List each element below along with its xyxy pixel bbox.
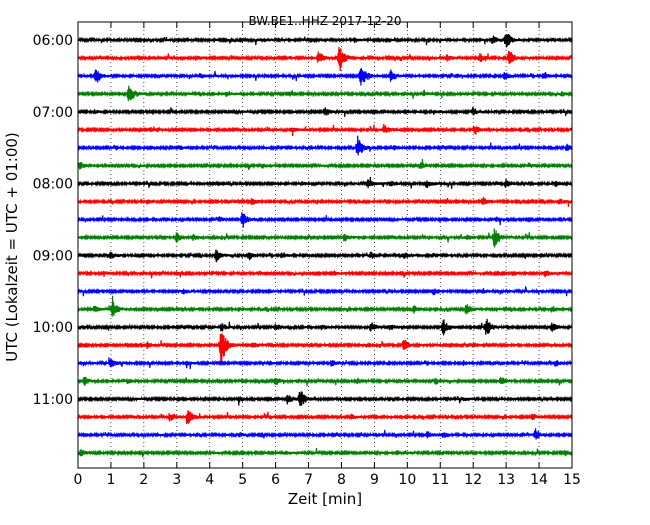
- y-axis-label: UTC (Lokalzeit = UTC + 01:00): [3, 132, 21, 362]
- x-tick-label: 1: [106, 472, 115, 488]
- trace-line: [77, 428, 573, 440]
- x-tick-label: 13: [497, 472, 515, 488]
- trace-line: [77, 286, 573, 297]
- trace-group: [77, 34, 573, 458]
- trace-line: [77, 107, 573, 117]
- x-tick-label: 8: [337, 472, 346, 488]
- trace-line: [77, 158, 573, 171]
- y-tick-label: 10:00: [33, 320, 73, 336]
- trace-line: [77, 123, 573, 137]
- x-tick-label: 12: [464, 472, 482, 488]
- trace-line: [77, 176, 573, 189]
- trace-line: [77, 135, 573, 156]
- tick-marks: [77, 22, 573, 468]
- trace-line: [77, 212, 573, 228]
- trace-line: [77, 357, 573, 370]
- trace-line: [77, 85, 573, 102]
- trace-line: [77, 318, 573, 336]
- x-tick-label: 3: [172, 472, 181, 488]
- trace-line: [77, 67, 573, 86]
- trace-line: [77, 295, 573, 317]
- plot-frame: [77, 21, 573, 469]
- trace-line: [77, 269, 573, 279]
- trace-line: [77, 410, 573, 425]
- x-tick-label: 0: [74, 472, 83, 488]
- trace-line: [77, 333, 573, 364]
- y-tick-label: 07:00: [33, 105, 73, 121]
- x-tick-label: 15: [563, 472, 581, 488]
- x-tick-label: 2: [139, 472, 148, 488]
- x-tick-label: 5: [238, 472, 247, 488]
- x-tick-label: 6: [271, 472, 280, 488]
- trace-line: [77, 391, 573, 406]
- y-tick-labels: 06:00 07:00 08:00 09:00 10:00 11:00: [33, 33, 73, 408]
- x-tick-label: 9: [370, 472, 379, 488]
- x-tick-label: 14: [530, 472, 548, 488]
- x-tick-label: 4: [205, 472, 214, 488]
- y-tick-label: 08:00: [33, 177, 73, 193]
- trace-line: [77, 249, 573, 263]
- y-tick-label: 09:00: [33, 248, 73, 264]
- x-tick-label: 7: [304, 472, 313, 488]
- trace-line: [77, 34, 573, 48]
- x-axis-label: Zeit [min]: [288, 490, 362, 508]
- trace-line: [77, 46, 573, 72]
- x-tick-label: 10: [398, 472, 416, 488]
- trace-line: [77, 228, 573, 248]
- y-tick-label: 06:00: [33, 33, 73, 49]
- trace-line: [77, 447, 573, 458]
- x-tick-label: 11: [431, 472, 449, 488]
- chart-title: BW.BE1..HHZ 2017-12-20: [248, 14, 401, 28]
- x-tick-labels: 0 1 2 3 4 5 6 7 8 9 10 11 12 13 14 15: [74, 472, 581, 488]
- trace-line: [77, 376, 573, 387]
- trace-line: [77, 196, 573, 207]
- y-tick-label: 11:00: [33, 392, 73, 408]
